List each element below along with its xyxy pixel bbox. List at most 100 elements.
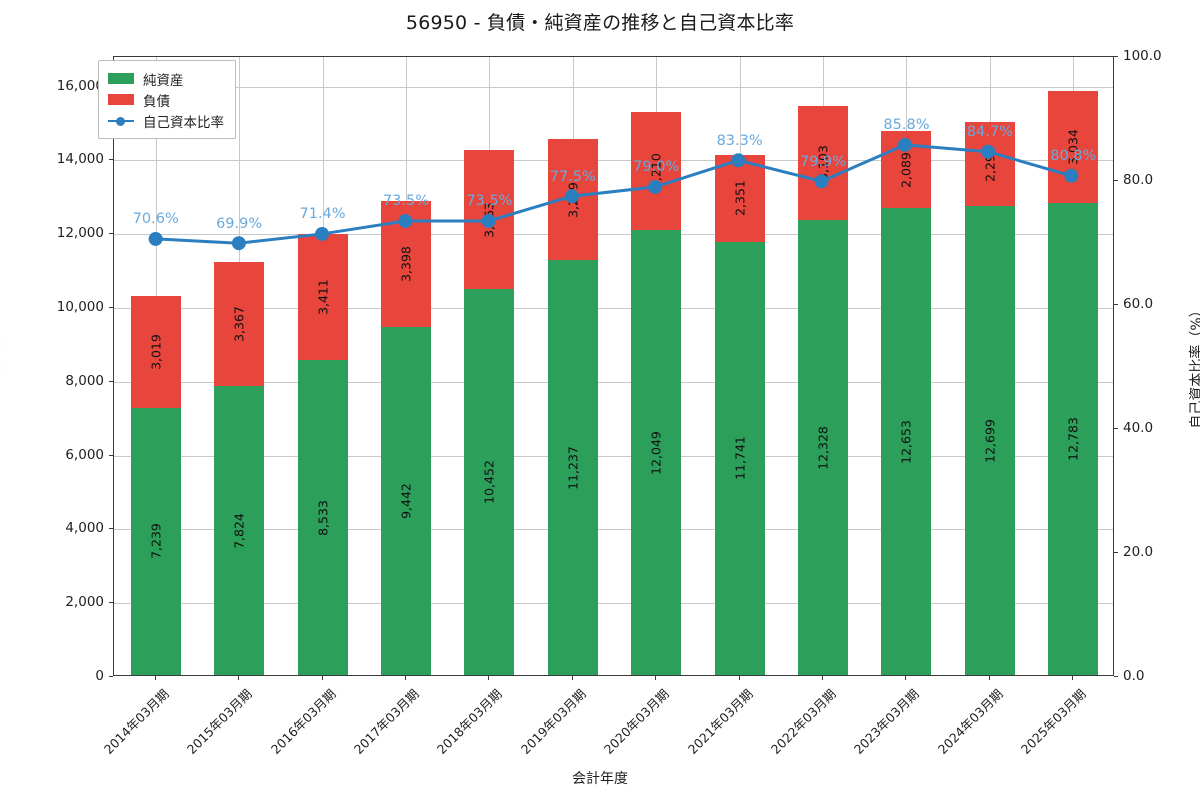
x-axis-tick-label: 2017年03月期 — [350, 686, 422, 757]
x-axis-tick-mark — [154, 676, 156, 680]
ratio-point-marker[interactable] — [1064, 168, 1079, 183]
bar-segment-equity[interactable]: 11,237 — [547, 260, 598, 675]
x-axis-tick-label: 2020年03月期 — [601, 686, 672, 757]
ratio-value-label: 77.5% — [549, 168, 596, 185]
bar-stack[interactable]: 11,741 2,351 — [714, 57, 765, 675]
x-axis-tick-mark — [738, 676, 740, 680]
x-axis-tick-mark — [571, 676, 573, 680]
ratio-line-layer — [148, 137, 1079, 251]
y-axis-left-tick-label: 10,000 — [56, 298, 104, 315]
y-axis-left-tick-label: 2,000 — [65, 594, 104, 611]
ratio-value-label: 73.5% — [466, 193, 513, 210]
legend-line-marker-icon — [108, 115, 134, 126]
bar-stack[interactable]: 12,699 2,298 — [964, 57, 1015, 675]
ratio-point-marker[interactable] — [897, 137, 912, 152]
bar-segment-equity[interactable]: 12,699 — [964, 206, 1015, 675]
y-axis-left-tick-mark — [109, 528, 113, 530]
ratio-point-marker[interactable] — [648, 179, 663, 194]
ratio-value-label: 80.8% — [1050, 148, 1097, 165]
y-axis-left-tick-mark — [109, 602, 113, 604]
y-axis-left-tick-label: 0 — [95, 668, 104, 684]
legend-label: 純資産 — [143, 72, 184, 89]
legend-item[interactable]: 負債 — [108, 89, 224, 110]
y-axis-right-tick-label: 40.0 — [1123, 420, 1154, 436]
bar-stack[interactable]: 12,328 3,103 — [798, 57, 849, 675]
ratio-line — [154, 143, 1073, 245]
ratio-point-marker[interactable] — [564, 189, 579, 204]
y-axis-left-tick-mark — [109, 676, 113, 677]
bar-stack[interactable]: 7,239 3,019 — [130, 57, 181, 675]
grid-line-h — [114, 307, 1113, 309]
bar-series-layer: 7,239 3,019 7,824 3,367 8,533 3,411 9,442 3,398… — [114, 57, 1113, 675]
bar-segment-equity[interactable]: 11,741 — [714, 241, 765, 675]
grid-line-h — [114, 160, 1113, 162]
y-axis-left-tick-label: 4,000 — [65, 520, 104, 537]
legend-swatch-icon — [108, 73, 134, 84]
y-axis-left-tick-label: 12,000 — [56, 225, 104, 242]
ratio-point-labels: 70.6% 69.9% 71.4% 73.5% 73.5% 77.5% 79.0% 83.3%… — [114, 57, 1113, 675]
ratio-value-label: 85.8% — [883, 117, 930, 134]
bar-segment-equity[interactable]: 9,442 — [380, 326, 431, 675]
y-axis-right-tick-label: 20.0 — [1123, 544, 1154, 560]
bar-stack[interactable]: 8,533 3,411 — [297, 57, 348, 675]
bar-segment-liability[interactable]: 3,034 — [1048, 91, 1099, 204]
y-axis-right-tick-mark — [1114, 180, 1118, 181]
ratio-point-marker[interactable] — [148, 231, 163, 246]
x-axis-tick-label: 2024年03月期 — [934, 686, 1006, 757]
ratio-value-label: 73.5% — [382, 193, 429, 210]
x-axis-tick-label: 2021年03月期 — [684, 686, 756, 757]
x-axis-label: 会計年度 — [572, 771, 628, 787]
bar-segment-equity[interactable]: 7,824 — [214, 386, 265, 675]
bar-segment-equity[interactable]: 12,783 — [1048, 203, 1099, 675]
legend-item[interactable]: 純資産 — [108, 68, 224, 89]
y-axis-right-tick-label: 60.0 — [1123, 296, 1154, 312]
y-axis-left-label: 金額（百万円） — [0, 317, 3, 415]
bar-segment-liability[interactable]: 3,019 — [130, 296, 181, 408]
grid-line-h — [114, 529, 1113, 531]
bar-segment-equity[interactable]: 12,049 — [631, 230, 682, 675]
ratio-point-marker[interactable] — [231, 236, 246, 251]
ratio-point-marker[interactable] — [315, 226, 330, 241]
bar-segment-equity[interactable]: 10,452 — [464, 289, 515, 675]
x-axis-tick-label: 2019年03月期 — [517, 686, 589, 757]
bar-segment-liability[interactable]: 3,367 — [214, 262, 265, 387]
bar-segment-liability[interactable]: 3,103 — [798, 105, 849, 221]
y-axis-left-tick-mark — [109, 380, 113, 382]
y-axis-left-tick-label: 16,000 — [56, 77, 104, 94]
grid-line-h — [114, 603, 1113, 605]
bar-stack[interactable]: 7,824 3,367 — [214, 57, 265, 675]
bar-stack[interactable]: 12,049 3,210 — [631, 57, 682, 675]
bar-segment-equity[interactable]: 8,533 — [297, 360, 348, 675]
ratio-point-marker[interactable] — [731, 153, 746, 168]
legend-item[interactable]: 自己資本比率 — [108, 110, 224, 131]
x-axis-tick-mark — [988, 676, 990, 680]
ratio-value-label: 71.4% — [299, 206, 346, 223]
legend-label: 自己資本比率 — [143, 114, 224, 131]
y-axis-right-tick-label: 100.0 — [1123, 48, 1162, 64]
y-axis-right-tick-mark — [1114, 428, 1118, 429]
bar-stack[interactable]: 12,653 2,089 — [881, 57, 932, 675]
bar-stack[interactable]: 10,4523,763 — [464, 57, 515, 675]
bar-segment-liability[interactable]: 3,411 — [297, 234, 348, 361]
x-axis-tick-label: 2023年03月期 — [851, 686, 923, 757]
bar-segment-equity[interactable]: 7,239 — [130, 407, 181, 675]
bar-stack[interactable]: 11,2373,279 — [547, 57, 598, 675]
legend-label: 負債 — [143, 93, 170, 110]
ratio-point-marker[interactable] — [814, 174, 829, 189]
x-axis-tick-mark — [488, 676, 490, 680]
x-axis-tick-label: 2016年03月期 — [267, 686, 339, 757]
y-axis-left-tick-label: 14,000 — [56, 151, 104, 168]
bar-segment-equity[interactable]: 12,653 — [881, 208, 932, 675]
x-axis-tick-label: 2014年03月期 — [100, 686, 172, 757]
ratio-point-marker[interactable] — [481, 213, 496, 228]
bar-segment-liability[interactable]: 2,298 — [964, 121, 1015, 207]
bar-segment-liability[interactable]: 3,210 — [631, 111, 682, 231]
y-axis-right-tick-mark — [1114, 676, 1118, 677]
x-axis-tick-label: 2025年03月期 — [1018, 686, 1090, 757]
ratio-point-marker[interactable] — [398, 213, 413, 228]
ratio-point-marker[interactable] — [981, 144, 996, 159]
bar-segment-liability[interactable]: 2,351 — [714, 154, 765, 242]
y-axis-right-tick-label: 0.0 — [1123, 668, 1145, 684]
bar-segment-equity[interactable]: 12,328 — [798, 220, 849, 675]
bar-stack[interactable]: 12,783 3,034 — [1048, 57, 1099, 675]
